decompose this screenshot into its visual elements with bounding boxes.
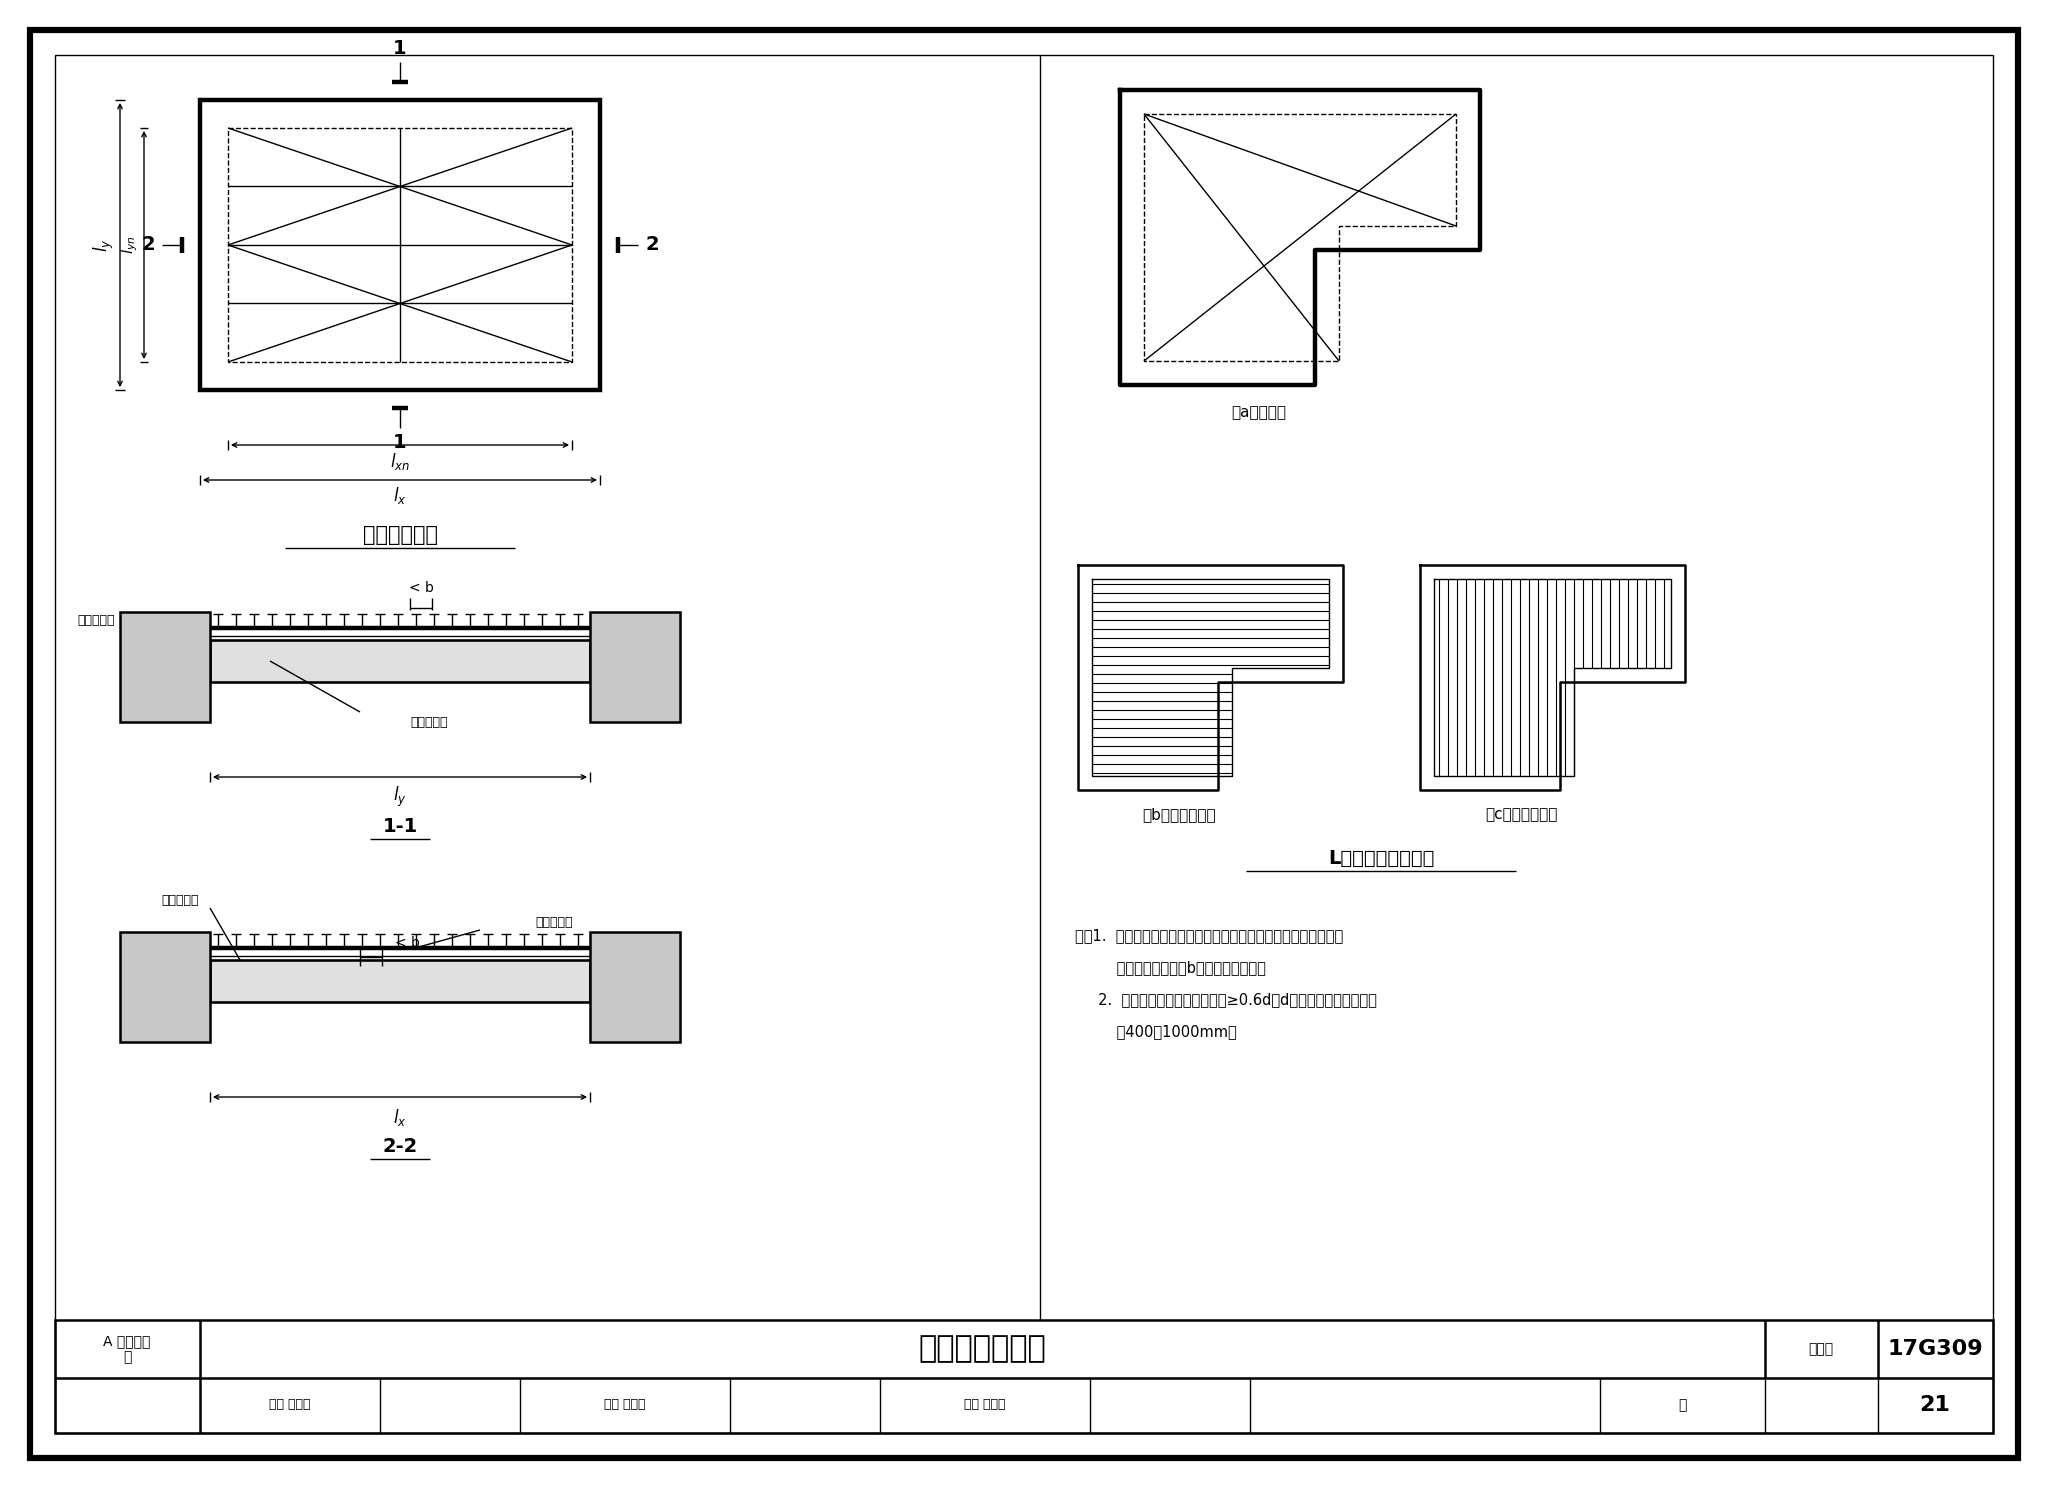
Text: 2.  焊成单向网的架立钢筋直径≥0.6d（d为受力钢筋直径），间: 2. 焊成单向网的架立钢筋直径≥0.6d（d为受力钢筋直径），间 [1075, 992, 1376, 1007]
Text: $l_{xn}$: $l_{xn}$ [389, 451, 410, 472]
Text: 设计 林国珍: 设计 林国珍 [965, 1399, 1006, 1412]
Text: 横向单向网: 横向单向网 [78, 613, 115, 626]
Text: （c）纵向单向网: （c）纵向单向网 [1485, 808, 1556, 823]
Text: $l_x$: $l_x$ [393, 485, 408, 506]
Text: 17G309: 17G309 [1886, 1339, 1982, 1359]
Text: （b）横向单向网: （b）横向单向网 [1143, 808, 1217, 823]
Text: 校对 林振伦: 校对 林振伦 [604, 1399, 645, 1412]
Text: 底网布置（二）: 底网布置（二） [918, 1335, 1047, 1363]
Text: 横向单向网: 横向单向网 [162, 893, 199, 906]
Text: < b: < b [395, 936, 420, 949]
Bar [227, 128, 571, 362]
Text: 1-1: 1-1 [383, 817, 418, 836]
Text: $l_x$: $l_x$ [393, 1107, 408, 1128]
Text: 纵向单向网: 纵向单向网 [535, 915, 573, 929]
Bar [211, 960, 590, 1001]
Text: L形板底网双层布置: L形板底网双层布置 [1327, 848, 1434, 868]
Bar [590, 612, 680, 722]
Text: 1: 1 [393, 433, 408, 451]
Text: $l_y$: $l_y$ [92, 238, 117, 251]
Text: 梁中，不设搭接。b为受力钢筋间距。: 梁中，不设搭接。b为受力钢筋间距。 [1075, 960, 1266, 975]
Text: （a）平面图: （a）平面图 [1231, 406, 1286, 421]
Text: 距400～1000mm。: 距400～1000mm。 [1075, 1024, 1237, 1039]
Text: 页: 页 [1677, 1399, 1686, 1412]
Text: 21: 21 [1919, 1396, 1950, 1415]
Bar [55, 1320, 1993, 1433]
Text: 2: 2 [141, 235, 156, 254]
Bar [201, 100, 600, 390]
Text: < b: < b [408, 580, 434, 595]
Text: A 楼（屋）
面: A 楼（屋） 面 [102, 1333, 152, 1364]
Text: 1: 1 [393, 39, 408, 58]
Text: 2: 2 [645, 235, 659, 254]
Text: 注：1.  跨度较大的双向板宜采用底网双层布置，受力钢筋分别伸入: 注：1. 跨度较大的双向板宜采用底网双层布置，受力钢筋分别伸入 [1075, 929, 1343, 943]
Text: $l_y$: $l_y$ [393, 784, 408, 809]
Text: $l_{yn}$: $l_{yn}$ [119, 235, 141, 254]
Bar [121, 931, 211, 1042]
Text: 审核 朱爱萍: 审核 朱爱萍 [268, 1399, 311, 1412]
Text: 图集号: 图集号 [1808, 1342, 1833, 1356]
Text: 底网双层布置: 底网双层布置 [362, 525, 438, 545]
Bar [590, 931, 680, 1042]
Text: 纵向单向网: 纵向单向网 [410, 716, 449, 729]
Bar [121, 612, 211, 722]
Text: 2-2: 2-2 [383, 1137, 418, 1156]
Bar [211, 640, 590, 682]
